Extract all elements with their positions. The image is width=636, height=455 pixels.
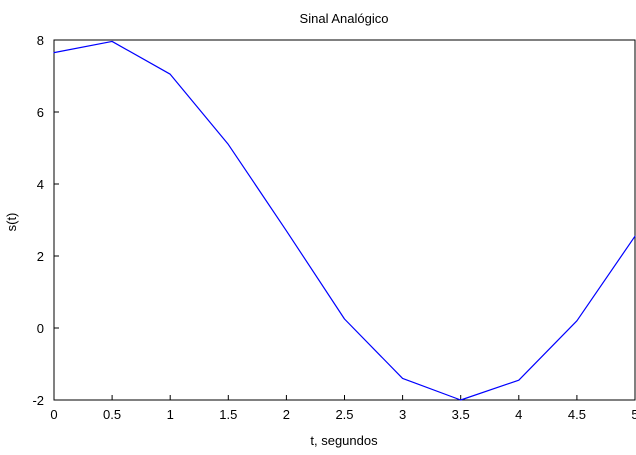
series-layer	[53, 40, 636, 401]
y-tick-label: 0	[37, 321, 44, 336]
y-axis-label: s(t)	[4, 213, 19, 232]
tick-labels: 0 0.5 1 1.5 2 2.5 3 3.5 4 4.5 5 -2 0 2 4 6 8	[32, 33, 636, 422]
x-tick-label: 1	[167, 407, 174, 422]
x-tick-label: 4	[515, 407, 522, 422]
x-tick-label: 0.5	[103, 407, 121, 422]
y-tick-label: 2	[37, 249, 44, 264]
x-tick-label: 5	[631, 407, 636, 422]
y-tick-label: 4	[37, 177, 44, 192]
x-tick-label: 4.5	[568, 407, 586, 422]
y-tick-label: 8	[37, 33, 44, 48]
x-tick-label: 3.5	[452, 407, 470, 422]
plot-axes	[53, 39, 636, 401]
x-tick-label: 3	[399, 407, 406, 422]
x-tick-label: 2.5	[335, 407, 353, 422]
x-axis-label: t, segundos	[310, 433, 378, 448]
signal-line	[53, 40, 636, 401]
y-tick-label: 6	[37, 105, 44, 120]
y-tick-label: -2	[32, 393, 44, 408]
plot-area	[53, 39, 636, 401]
x-tick-label: 0	[50, 407, 57, 422]
chart-title: Sinal Analógico	[300, 11, 389, 26]
x-tick-label: 2	[283, 407, 290, 422]
x-tick-label: 1.5	[219, 407, 237, 422]
